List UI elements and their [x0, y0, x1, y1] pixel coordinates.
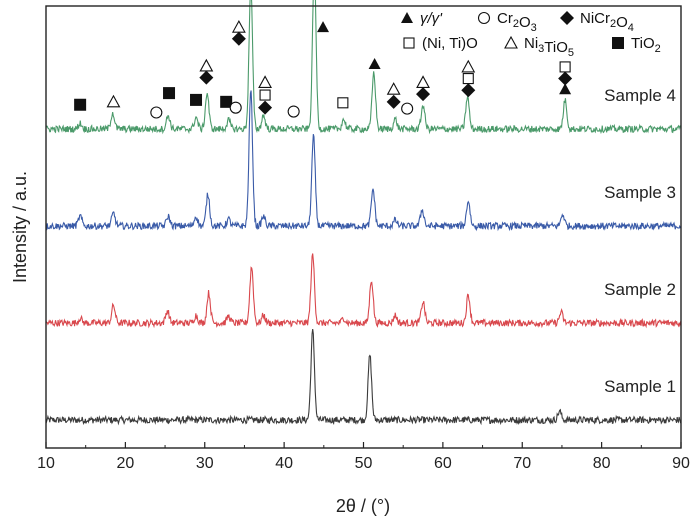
legend-label-ni3tio5: Ni3TiO5: [524, 35, 574, 59]
open-square-marker: [259, 89, 271, 101]
x-tick-label: 30: [196, 455, 214, 472]
open-circle-marker: [229, 101, 242, 114]
gamma-legend-marker: [401, 12, 413, 23]
x-tick-label: 50: [355, 455, 373, 472]
x-tick-label: 80: [593, 455, 611, 472]
nicr2o4-legend-marker: [560, 11, 574, 25]
filled-triangle-marker: [317, 21, 330, 33]
filled-square-marker: [190, 93, 203, 106]
open-triangle-marker: [461, 59, 476, 73]
legend: γ/γ' Cr2O3 NiCr2O4 (Ni, Ti)O Ni3TiO5 TiO2: [401, 10, 661, 59]
filled-diamond-marker: [558, 71, 573, 86]
series-traces: [45, 0, 682, 426]
open-circle-marker: [401, 102, 414, 115]
legend-entry-tio2: TiO2: [612, 35, 661, 55]
filled-diamond-marker: [231, 31, 246, 46]
open-triangle-marker: [416, 75, 430, 88]
y-axis-title: Intensity / a.u.: [10, 171, 30, 283]
open-circle-marker: [150, 106, 163, 119]
x-tick-label: 40: [275, 455, 293, 472]
ni3tio5-legend-marker: [504, 35, 518, 49]
open-square-marker: [337, 97, 349, 109]
sample-label-1: Sample 1: [604, 377, 676, 396]
x-tick-label: 60: [434, 455, 452, 472]
sample-label-3: Sample 3: [604, 183, 676, 202]
series-line-1: [45, 328, 682, 426]
x-axis-ticks: 10 20 30 40 50 60 70 80 90: [37, 442, 690, 472]
open-triangle-marker: [231, 20, 246, 33]
open-circle-marker: [287, 105, 300, 118]
open-triangle-marker: [199, 58, 214, 72]
x-tick-label: 90: [672, 455, 690, 472]
legend-entry-nitio: (Ni, Ti)O: [403, 35, 478, 52]
open-square-marker: [559, 61, 571, 73]
x-tick-label: 10: [37, 455, 55, 472]
filled-diamond-marker: [416, 87, 431, 102]
filled-diamond-marker: [386, 94, 401, 109]
legend-label-tio2: TiO2: [631, 35, 661, 55]
series-line-4: [45, 0, 682, 135]
open-triangle-marker: [258, 75, 273, 88]
x-axis-title: 2θ / (°): [336, 496, 390, 516]
open-square-marker: [462, 73, 474, 85]
open-triangle-marker: [386, 82, 401, 95]
cr2o3-legend-marker: [477, 11, 491, 25]
filled-square-marker: [220, 95, 233, 108]
phase-markers: [74, 20, 573, 119]
nitio-legend-marker: [403, 37, 415, 49]
tio2-legend-marker: [612, 37, 624, 49]
series-line-3: [45, 90, 682, 232]
legend-label-nitio: (Ni, Ti)O: [422, 35, 478, 52]
filled-triangle-marker: [559, 83, 572, 95]
filled-diamond-marker: [199, 70, 214, 85]
x-tick-label: 70: [513, 455, 531, 472]
x-tick-label: 20: [116, 455, 134, 472]
legend-label-cr2o3: Cr2O3: [497, 10, 537, 34]
legend-label-nicr2o4: NiCr2O4: [580, 10, 634, 34]
filled-diamond-marker: [461, 83, 476, 98]
sample-label-4: Sample 4: [604, 86, 676, 105]
filled-diamond-marker: [258, 100, 273, 115]
legend-entry-nicr2o4: NiCr2O4: [560, 10, 634, 34]
series-line-2: [45, 253, 682, 329]
sample-label-2: Sample 2: [604, 280, 676, 299]
open-triangle-marker: [106, 94, 121, 108]
filled-triangle-marker: [368, 58, 381, 70]
legend-entry-ni3tio5: Ni3TiO5: [504, 35, 574, 59]
legend-entry-cr2o3: Cr2O3: [477, 10, 537, 34]
legend-entry-gamma: γ/γ': [401, 10, 443, 27]
legend-label-gamma: γ/γ': [420, 10, 443, 27]
sample-labels: Sample 1 Sample 2 Sample 3 Sample 4: [604, 86, 676, 396]
filled-square-marker: [163, 87, 176, 100]
filled-square-marker: [74, 98, 87, 111]
